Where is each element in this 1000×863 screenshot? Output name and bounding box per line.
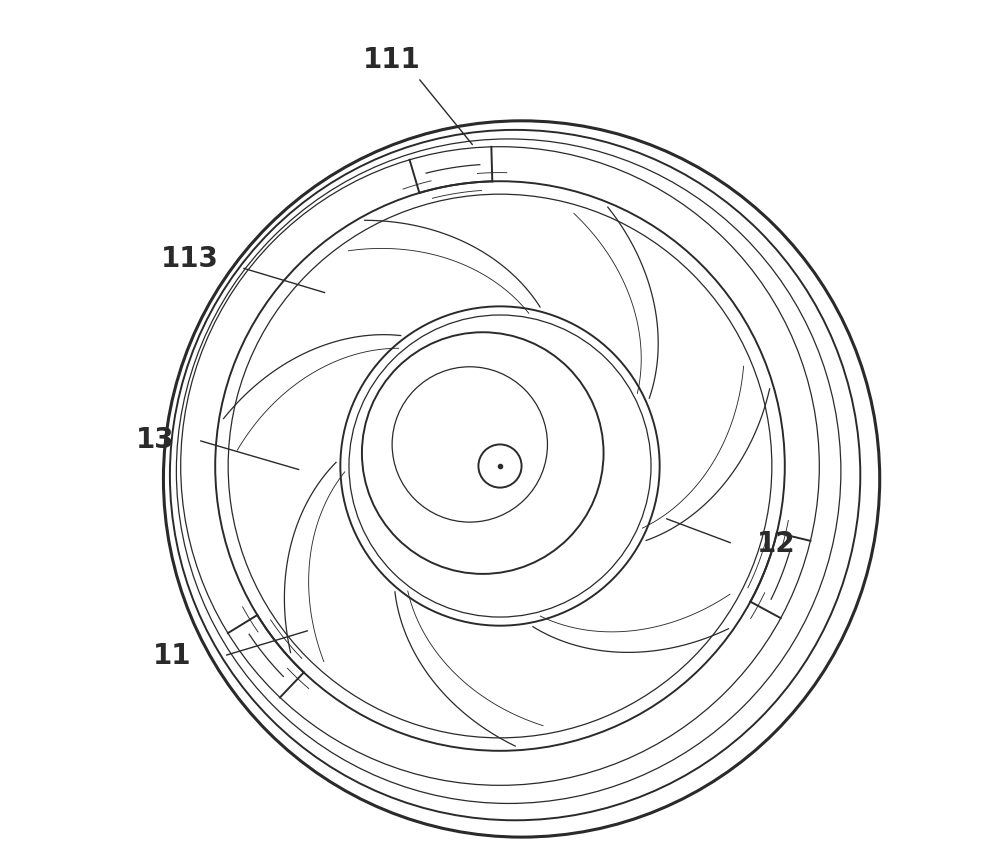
Text: 13: 13 bbox=[135, 426, 174, 454]
Text: 113: 113 bbox=[160, 245, 218, 273]
Text: 12: 12 bbox=[757, 530, 795, 557]
Text: 111: 111 bbox=[363, 47, 421, 74]
Text: 11: 11 bbox=[153, 642, 191, 670]
